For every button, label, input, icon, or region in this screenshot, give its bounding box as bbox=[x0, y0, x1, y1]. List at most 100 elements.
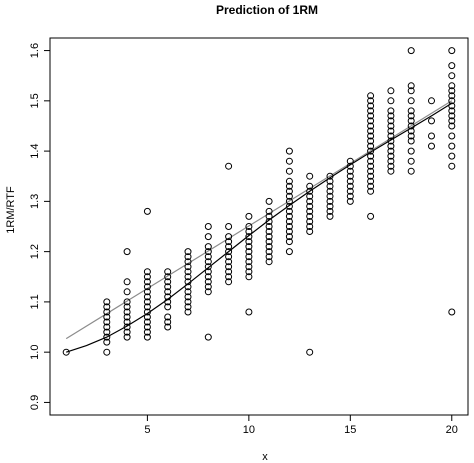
data-point bbox=[143, 293, 151, 301]
data-point bbox=[103, 338, 111, 346]
data-point bbox=[367, 157, 375, 165]
data-point bbox=[143, 288, 151, 296]
data-point bbox=[123, 323, 131, 331]
data-point bbox=[143, 273, 151, 281]
y-tick-label: 1.6 bbox=[29, 43, 41, 58]
data-point bbox=[387, 162, 395, 170]
data-point bbox=[285, 177, 293, 185]
data-point bbox=[387, 157, 395, 165]
data-point bbox=[306, 187, 314, 195]
data-point bbox=[285, 248, 293, 256]
y-tick-label: 1.3 bbox=[29, 194, 41, 209]
data-point bbox=[245, 273, 253, 281]
data-point bbox=[367, 127, 375, 135]
data-point bbox=[367, 132, 375, 140]
data-point bbox=[407, 82, 415, 90]
data-point bbox=[103, 313, 111, 321]
data-point bbox=[387, 127, 395, 135]
data-point bbox=[143, 308, 151, 316]
data-point bbox=[245, 243, 253, 251]
data-point bbox=[225, 268, 233, 276]
y-tick-label: 1.1 bbox=[29, 294, 41, 309]
data-point bbox=[245, 258, 253, 266]
data-point bbox=[143, 278, 151, 286]
data-point bbox=[204, 273, 212, 281]
data-point bbox=[123, 278, 131, 286]
data-point bbox=[184, 253, 192, 261]
data-point bbox=[346, 187, 354, 195]
data-point bbox=[143, 328, 151, 336]
x-tick-label: 5 bbox=[144, 424, 150, 436]
data-point bbox=[448, 152, 456, 160]
y-tick-label: 1.0 bbox=[29, 345, 41, 360]
data-point bbox=[103, 298, 111, 306]
data-point bbox=[164, 303, 172, 311]
data-point bbox=[123, 318, 131, 326]
data-point bbox=[285, 218, 293, 225]
data-point bbox=[103, 318, 111, 326]
data-point bbox=[407, 167, 415, 175]
x-axis: 5 10 15 20 bbox=[144, 415, 458, 436]
data-point bbox=[123, 288, 131, 296]
data-point bbox=[387, 152, 395, 160]
data-point bbox=[346, 167, 354, 175]
data-point bbox=[326, 192, 334, 200]
data-point bbox=[367, 167, 375, 175]
y-tick-label: 1.4 bbox=[29, 143, 41, 158]
data-point bbox=[164, 268, 172, 276]
data-point bbox=[204, 243, 212, 251]
data-point bbox=[225, 263, 233, 271]
data-point bbox=[225, 238, 233, 246]
data-point bbox=[204, 268, 212, 276]
data-point bbox=[448, 122, 456, 130]
y-tick-label: 0.9 bbox=[29, 395, 41, 410]
data-point bbox=[204, 258, 212, 266]
data-point bbox=[285, 228, 293, 235]
data-point bbox=[306, 197, 314, 205]
data-point bbox=[326, 207, 334, 215]
data-point bbox=[204, 253, 212, 261]
data-point bbox=[103, 328, 111, 336]
data-point bbox=[306, 228, 314, 235]
data-point bbox=[62, 348, 70, 356]
data-point bbox=[306, 182, 314, 190]
data-point bbox=[164, 288, 172, 296]
data-point bbox=[448, 142, 456, 150]
data-point bbox=[387, 132, 395, 140]
data-point bbox=[407, 117, 415, 125]
data-point bbox=[143, 303, 151, 311]
data-point bbox=[448, 132, 456, 140]
data-point bbox=[143, 283, 151, 291]
data-point bbox=[448, 92, 456, 100]
data-point bbox=[204, 333, 212, 341]
data-point bbox=[448, 112, 456, 120]
data-point bbox=[164, 318, 172, 326]
data-point bbox=[448, 82, 456, 90]
data-point bbox=[367, 97, 375, 105]
data-point bbox=[123, 333, 131, 341]
data-point bbox=[407, 47, 415, 55]
data-point bbox=[103, 303, 111, 311]
data-point bbox=[184, 288, 192, 296]
data-point bbox=[123, 328, 131, 336]
data-point bbox=[407, 122, 415, 130]
data-point bbox=[285, 192, 293, 200]
data-point bbox=[265, 197, 273, 205]
data-point bbox=[387, 97, 395, 105]
data-point bbox=[265, 238, 273, 246]
data-point bbox=[265, 228, 273, 235]
data-point bbox=[184, 258, 192, 266]
data-point bbox=[204, 263, 212, 271]
data-point bbox=[225, 248, 233, 256]
data-point bbox=[184, 283, 192, 291]
data-point bbox=[265, 233, 273, 241]
data-point bbox=[285, 233, 293, 241]
data-point bbox=[367, 212, 375, 220]
data-point bbox=[387, 122, 395, 130]
data-point bbox=[285, 187, 293, 195]
data-point bbox=[448, 97, 456, 105]
data-point bbox=[387, 137, 395, 145]
data-point bbox=[407, 147, 415, 155]
chart-title: Prediction of 1RM bbox=[216, 3, 318, 17]
data-point bbox=[428, 97, 435, 105]
